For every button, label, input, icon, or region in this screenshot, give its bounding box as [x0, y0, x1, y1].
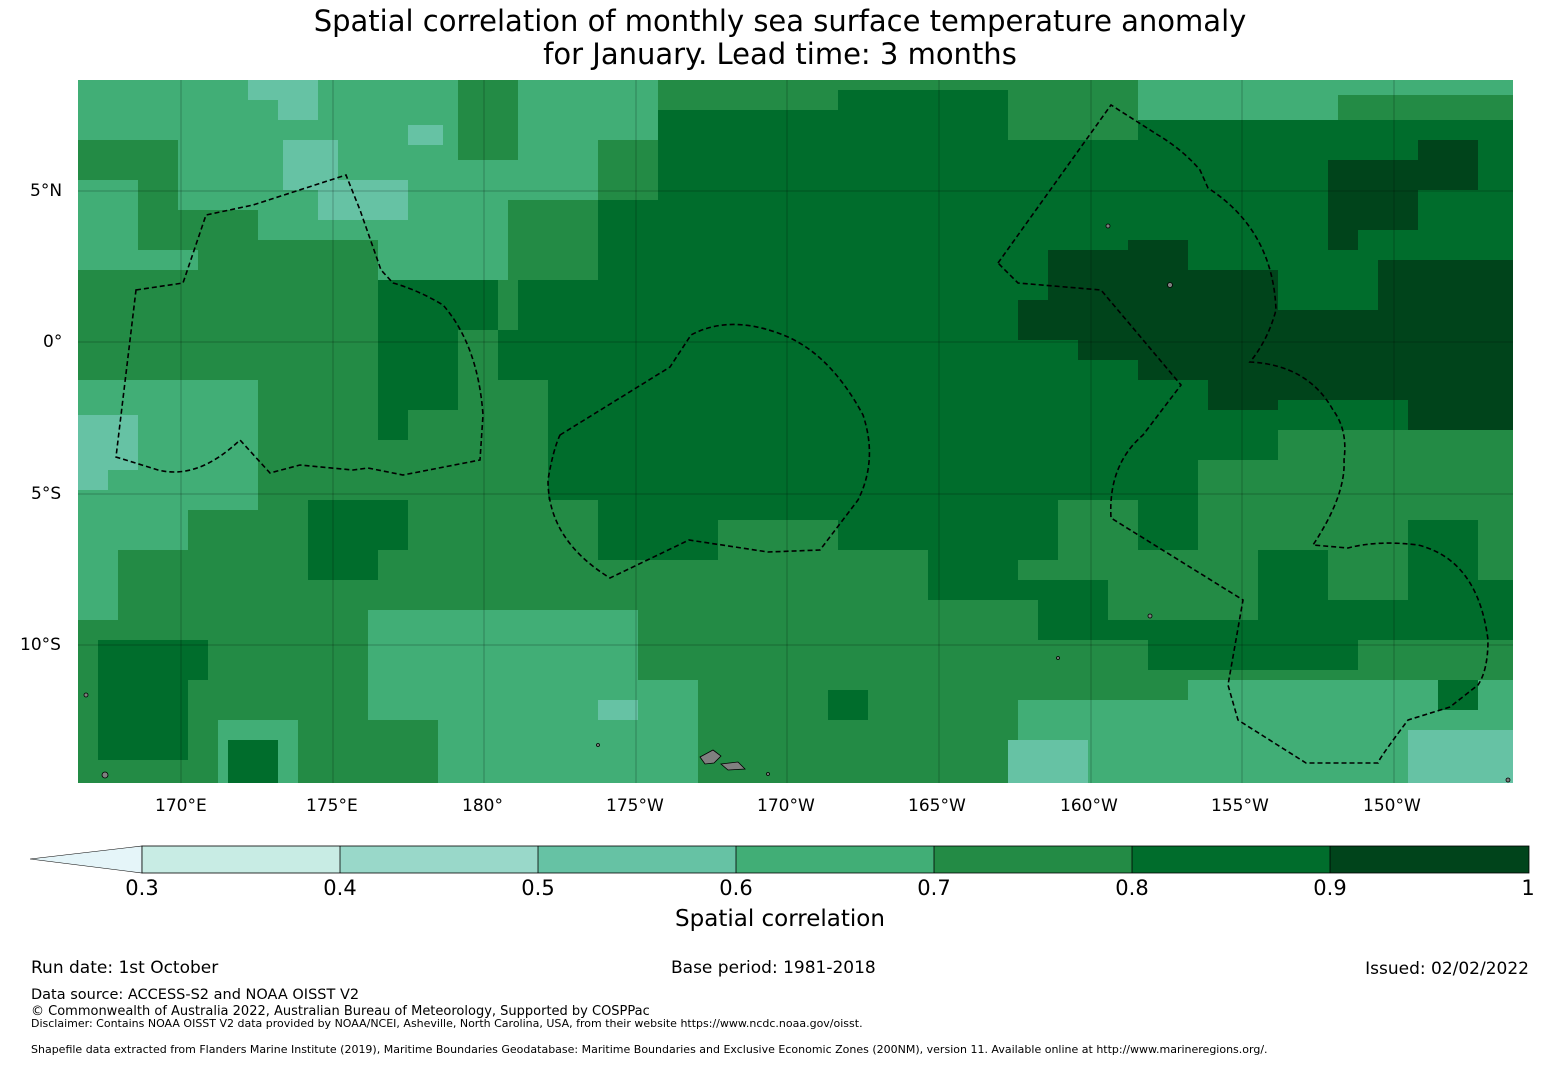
lat-label-10s: 10°S [20, 635, 61, 655]
colorbar-bin-0-9-1 [1330, 846, 1529, 873]
lon-label-175e: 175°E [306, 796, 358, 816]
correlation-region [1008, 740, 1088, 783]
colorbar-tick: 0.7 [917, 876, 951, 900]
atoll-marker [1147, 613, 1153, 619]
atoll-marker [101, 771, 109, 779]
atoll-marker [1167, 282, 1173, 288]
correlation-region [378, 280, 498, 440]
colorbar-bin-0-6-0-7 [736, 846, 934, 873]
colorbar-tick: 0.8 [1115, 876, 1149, 900]
lat-label-5n: 5°N [30, 181, 63, 201]
lon-label-160w: 160°W [1060, 796, 1118, 816]
lon-label-170e: 170°E [155, 796, 207, 816]
land-masses [83, 223, 1511, 783]
shapefile-credit: Shapefile data extracted from Flanders M… [31, 1043, 1268, 1056]
correlation-region [1408, 730, 1513, 783]
disclaimer: Disclaimer: Contains NOAA OISST V2 data … [31, 1017, 863, 1030]
colorbar-tick: 0.3 [125, 876, 159, 900]
colorbar-bin-0-4-0-5 [340, 846, 538, 873]
chart-title-line-1: Spatial correlation of monthly sea surfa… [313, 4, 1247, 38]
eez-boundary-line-islands [996, 103, 1489, 764]
colorbar-tick: 0.5 [521, 876, 555, 900]
atoll-marker [766, 772, 770, 776]
colorbar-bin-0-5-0-6 [538, 846, 736, 873]
base-period: Base period: 1981-2018 [671, 958, 876, 978]
map-canvas [78, 80, 1513, 783]
eez-boundary-kiribati-gilberts [115, 174, 484, 476]
lon-label-150w: 150°W [1363, 796, 1421, 816]
colorbar [30, 845, 1530, 874]
colorbar-extend-arrow [30, 845, 143, 874]
atoll-marker [83, 692, 89, 698]
colorbar-tick: 0.9 [1313, 876, 1347, 900]
correlation-region [308, 500, 408, 580]
copyright: © Commonwealth of Australia 2022, Austra… [31, 1004, 650, 1019]
correlation-region [78, 550, 118, 620]
lon-label-170w: 170°W [757, 796, 815, 816]
colorbar-tick: 0.6 [719, 876, 753, 900]
colorbar-bin-0-7-0-8 [934, 846, 1132, 873]
lon-label-155w: 155°W [1211, 796, 1269, 816]
colorbar-outline [141, 845, 1530, 874]
colorbar-tick: 1 [1521, 876, 1535, 900]
correlation-region [408, 125, 443, 145]
lon-label-180: 180° [462, 796, 503, 816]
colorbar-tick: 0.4 [323, 876, 357, 900]
correlation-region [1018, 240, 1513, 430]
lat-label-5s: 5°S [31, 484, 62, 504]
graticule [78, 80, 1513, 783]
eez-boundaries [115, 103, 1489, 764]
lat-label-0: 0° [43, 332, 63, 352]
atoll-marker [1505, 777, 1511, 783]
samoa-islands [699, 749, 746, 771]
lon-label-165w: 165°W [908, 796, 966, 816]
colorbar-label: Spatial correlation [675, 906, 885, 932]
atoll-marker [596, 743, 600, 747]
data-source: Data source: ACCESS-S2 and NOAA OISST V2 [31, 987, 360, 1003]
correlation-region [98, 640, 208, 760]
run-date: Run date: 1st October [31, 958, 219, 978]
chart-title-line-2: for January. Lead time: 3 months [543, 37, 1017, 71]
colorbar-bin-0-3-0-4 [142, 846, 340, 873]
colorbar-bin-0-8-0-9 [1132, 846, 1330, 873]
band-0-8-0-9 [98, 90, 1513, 783]
correlation-region [1438, 680, 1478, 710]
correlation-region [1328, 140, 1478, 250]
eez-boundary-tokelau-samoa [547, 323, 871, 579]
atoll-marker [1105, 223, 1111, 229]
correlation-region [283, 140, 408, 220]
issued-date: Issued: 02/02/2022 [1365, 959, 1529, 979]
lon-label-175w: 175°W [606, 796, 664, 816]
correlation-region [1018, 680, 1513, 783]
correlation-region [828, 690, 868, 720]
correlation-region [78, 180, 198, 270]
band-0-5-0-6 [78, 80, 1513, 783]
band-0-9-1 [1018, 140, 1513, 430]
correlation-region [598, 700, 638, 720]
correlation-region [498, 90, 1513, 670]
correlation-map [78, 80, 1513, 783]
correlation-region [248, 80, 318, 120]
correlation-region [228, 740, 278, 783]
correlation-region [78, 415, 138, 490]
atoll-marker [1056, 656, 1060, 660]
correlation-region [368, 610, 698, 783]
